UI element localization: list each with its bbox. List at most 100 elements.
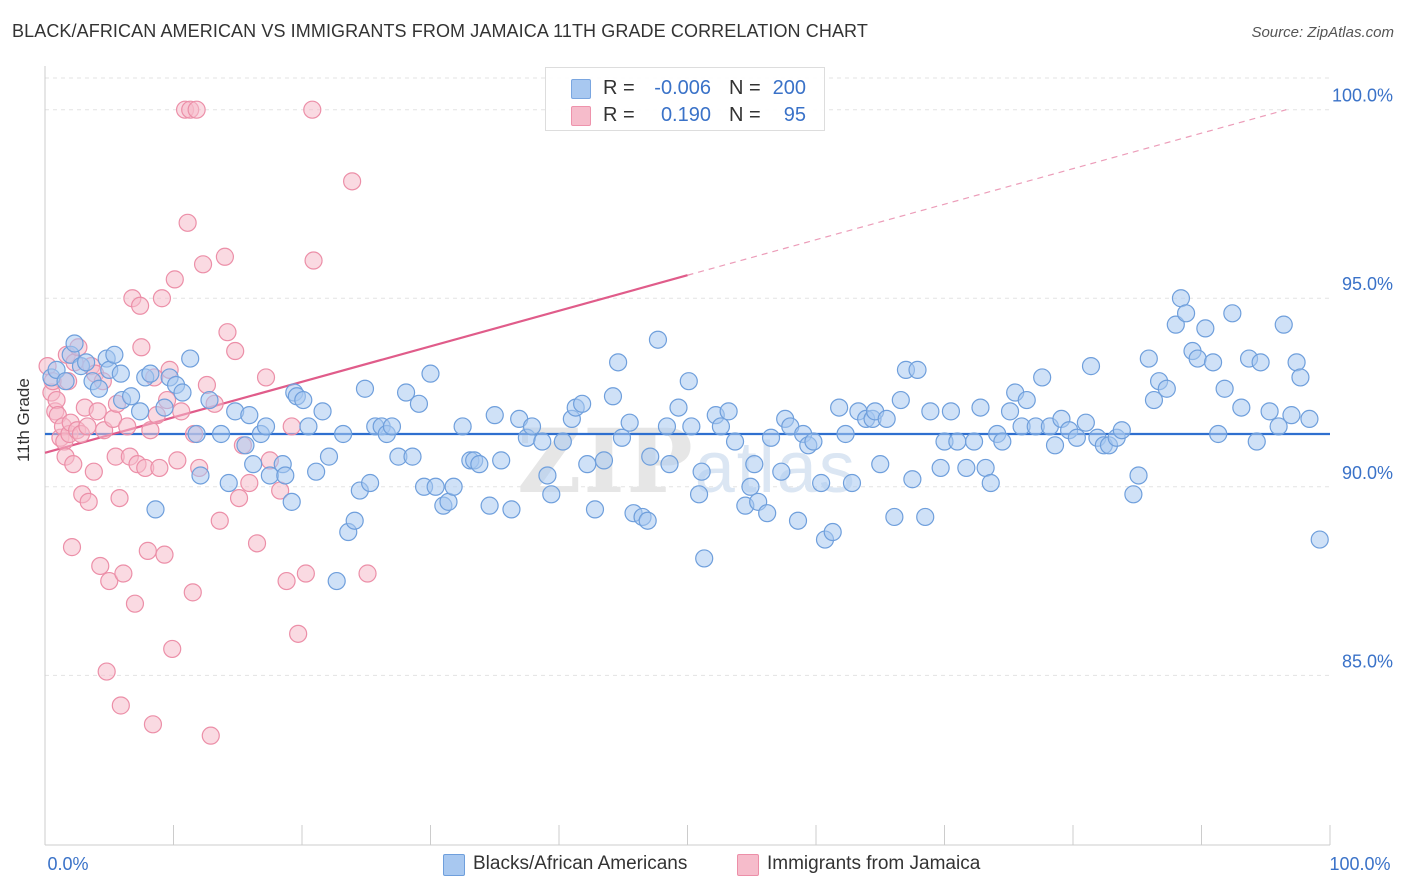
blue-point xyxy=(641,447,660,466)
blue-point xyxy=(553,432,572,451)
pink-point xyxy=(187,100,206,119)
blue-point xyxy=(319,447,339,466)
blue-point xyxy=(470,455,489,474)
blue-point xyxy=(1310,530,1329,549)
pink-point xyxy=(256,368,276,387)
pink-point xyxy=(100,571,119,591)
blue-point xyxy=(485,406,504,425)
blue-point xyxy=(1196,319,1215,338)
pink-point xyxy=(215,247,234,266)
blue-point xyxy=(931,458,950,478)
legend: Blacks/African Americans Immigrants from… xyxy=(0,852,1406,878)
blue-point xyxy=(804,432,823,451)
legend-label: Immigrants from Jamaica xyxy=(767,853,981,874)
blue-point xyxy=(761,428,781,447)
blue-point xyxy=(993,432,1012,451)
blue-point xyxy=(660,455,679,474)
blue-point xyxy=(1124,485,1143,504)
n-value: 200 xyxy=(772,77,806,99)
blue-point xyxy=(256,417,276,436)
pink-trendline-dashed xyxy=(687,109,1287,276)
blue-point xyxy=(1144,390,1164,410)
blue-point xyxy=(191,466,210,485)
blue-point xyxy=(948,432,967,451)
pink-point xyxy=(277,571,296,591)
blue-point xyxy=(1269,417,1288,436)
legend-swatch-blue xyxy=(443,854,465,876)
r-label: R = xyxy=(603,104,635,126)
pink-point xyxy=(97,662,116,681)
y-tick-label: 85.0% xyxy=(1342,651,1393,671)
blue-point xyxy=(533,432,552,451)
n-label: N = xyxy=(729,104,761,126)
pink-point xyxy=(132,338,151,357)
blue-point xyxy=(1251,353,1270,372)
pink-point xyxy=(84,462,103,481)
blue-point xyxy=(842,473,862,493)
pink-point xyxy=(197,375,217,395)
blue-point xyxy=(1223,304,1242,323)
r-label: R = xyxy=(603,77,635,99)
blue-point xyxy=(692,462,711,481)
blue-point xyxy=(877,409,896,429)
n-label: N = xyxy=(729,77,761,99)
blue-point xyxy=(964,432,984,451)
blue-point xyxy=(594,451,614,470)
pink-point xyxy=(163,639,182,659)
r-value: 0.190 xyxy=(660,104,711,126)
blue-point xyxy=(219,473,238,493)
blue-point xyxy=(891,390,910,410)
blue-point xyxy=(65,334,84,353)
blue-point xyxy=(578,455,597,474)
n-value: 95 xyxy=(783,104,806,126)
blue-point xyxy=(638,511,657,530)
blue-point xyxy=(187,424,206,444)
blue-points xyxy=(42,289,1329,591)
blue-point xyxy=(1203,353,1223,372)
pink-point xyxy=(304,251,323,270)
blue-point xyxy=(871,455,890,474)
blue-point xyxy=(453,417,472,436)
pink-point xyxy=(226,341,245,361)
blue-point xyxy=(282,492,301,511)
pink-point xyxy=(62,538,82,557)
pink-point xyxy=(91,556,110,576)
axes xyxy=(44,66,1331,846)
blue-point xyxy=(1260,402,1279,421)
stats-row-blue: R = -0.006 N = 200 xyxy=(546,74,824,102)
blue-point xyxy=(276,466,295,485)
pink-point xyxy=(168,451,187,470)
blue-point xyxy=(1129,466,1148,485)
blue-point xyxy=(173,383,192,402)
pink-point xyxy=(143,715,163,734)
blue-point xyxy=(725,432,745,451)
blue-point xyxy=(1247,432,1266,451)
y-tick-label: 100.0% xyxy=(1332,86,1393,106)
blue-point xyxy=(719,402,738,421)
blue-point xyxy=(240,406,259,425)
blue-point xyxy=(903,470,922,489)
blue-point xyxy=(327,571,346,591)
blue-point xyxy=(1300,409,1319,429)
blue-point xyxy=(444,477,463,496)
blue-point xyxy=(1274,315,1293,334)
pink-point xyxy=(165,270,184,289)
blue-point xyxy=(361,473,380,493)
blue-point xyxy=(492,451,511,470)
blue-point xyxy=(538,466,557,485)
blue-point xyxy=(908,360,927,379)
pink-point xyxy=(88,402,107,421)
blue-point xyxy=(355,379,375,398)
y-tick-label: 95.0% xyxy=(1342,274,1393,294)
blue-point xyxy=(758,504,777,523)
blue-point xyxy=(657,417,677,436)
pink-point xyxy=(110,488,129,508)
blue-swatch xyxy=(571,79,591,99)
blue-point xyxy=(200,390,219,410)
blue-point xyxy=(480,496,499,515)
pink-point xyxy=(172,402,191,421)
blue-point xyxy=(403,447,422,466)
pink-point xyxy=(193,255,213,274)
blue-point xyxy=(836,424,855,444)
